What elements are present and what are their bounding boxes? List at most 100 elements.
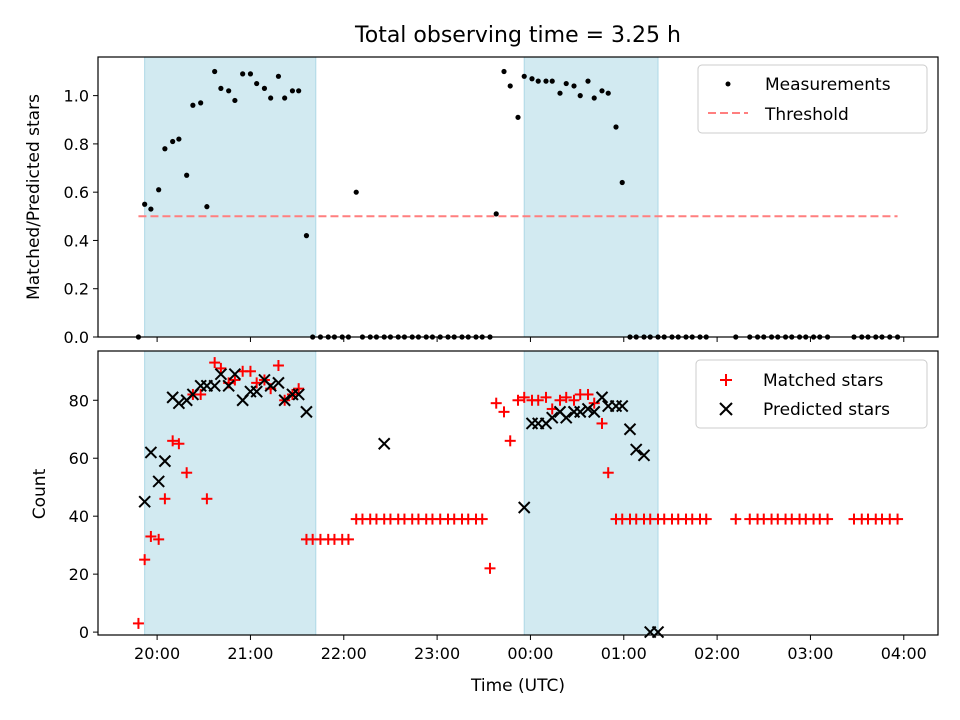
measurement-point xyxy=(535,78,541,84)
matched-star-point xyxy=(554,394,566,406)
measurement-point xyxy=(275,73,282,79)
y-tick-label: 80 xyxy=(69,391,89,410)
measurement-point xyxy=(571,83,577,89)
legend-marker-matched xyxy=(720,374,732,386)
legend-label-threshold: Threshold xyxy=(764,105,849,125)
measurement-point xyxy=(605,90,611,96)
predicted-star-point xyxy=(214,367,228,381)
predicted-star-point xyxy=(138,495,151,508)
bottom-legend-box xyxy=(695,359,928,429)
measurement-point xyxy=(142,201,148,207)
matched-star-point xyxy=(596,417,608,429)
predicted-star-point xyxy=(651,625,665,639)
bottom-legend: Matched stars Predicted stars xyxy=(695,359,928,429)
measurement-point xyxy=(591,95,597,101)
legend-marker-measurements xyxy=(725,81,731,87)
matched-star-point xyxy=(159,493,171,505)
predicted-star-point xyxy=(264,379,277,392)
measurement-point xyxy=(557,90,563,96)
bottom-y-axis-label: Count xyxy=(30,468,50,519)
predicted-star-point xyxy=(518,501,531,514)
shaded-interval xyxy=(523,56,659,338)
top-legend: Measurements Threshold xyxy=(697,64,928,134)
matched-star-point xyxy=(201,493,213,505)
predicted-star-point xyxy=(630,443,643,456)
top-x-axis xyxy=(156,337,905,342)
bottom-plot-frame xyxy=(97,350,939,636)
predicted-star-point xyxy=(581,402,595,416)
measurement-point xyxy=(507,83,513,89)
bottom-x-axis: 20:00 21:00 22:00 23:00 00:00 01:00 02:00 03:00… xyxy=(134,635,927,663)
matched-star-point xyxy=(293,383,305,395)
legend-label-predicted: Predicted stars xyxy=(763,400,890,420)
matched-star-point xyxy=(272,359,284,371)
measurement-point xyxy=(162,146,168,152)
matched-star-point xyxy=(730,513,742,525)
measurement-point xyxy=(613,124,619,130)
matched-star-point xyxy=(582,388,594,400)
measurement-point xyxy=(176,136,182,142)
predicted-star-point xyxy=(588,405,601,419)
measurement-point xyxy=(170,138,176,145)
matched-star-point xyxy=(342,533,354,545)
measurement-point xyxy=(529,76,535,82)
y-tick-label: 0.4 xyxy=(64,231,89,250)
matched-star-point xyxy=(588,397,600,409)
matched-star-point xyxy=(892,513,904,525)
predicted-star-point xyxy=(228,367,242,381)
predicted-star-point xyxy=(595,391,609,404)
top-y-axis-label: Matched/Predicted stars xyxy=(24,94,44,300)
measurement-point xyxy=(247,71,254,77)
x-tick-label: 20:00 xyxy=(134,644,180,663)
shaded-interval xyxy=(144,56,317,338)
y-tick-label: 0.2 xyxy=(64,280,89,299)
measurement-point xyxy=(184,172,190,178)
measurement-point xyxy=(254,80,260,87)
matched-star-point xyxy=(195,388,207,400)
matched-star-point xyxy=(498,406,510,418)
predicted-star-point xyxy=(637,449,651,462)
matched-star-point xyxy=(215,362,227,374)
matched-star-point xyxy=(153,533,165,545)
y-tick-label: 20 xyxy=(69,565,89,584)
predicted-star-point xyxy=(378,437,391,450)
matched-star-point xyxy=(484,562,496,574)
measurement-point xyxy=(289,88,296,94)
predicted-star-point xyxy=(623,423,637,436)
predicted-star-point xyxy=(560,411,573,424)
x-tick-label: 02:00 xyxy=(694,644,740,663)
matched-star-point xyxy=(602,467,614,479)
matched-star-point xyxy=(145,530,157,542)
top-plot-frame xyxy=(97,56,939,338)
matched-star-point xyxy=(560,391,572,403)
matched-star-point xyxy=(209,357,221,369)
measurement-point xyxy=(585,78,591,84)
predicted-star-point xyxy=(152,475,165,488)
matched-star-point xyxy=(181,467,193,479)
top-shaded-intervals xyxy=(144,56,659,338)
x-tick-label: 22:00 xyxy=(321,644,367,663)
measurement-point xyxy=(577,93,583,99)
predicted-star-point xyxy=(278,394,291,407)
y-tick-label: 40 xyxy=(69,507,89,526)
matched-star-point xyxy=(504,435,516,447)
predicted-star-point xyxy=(546,411,559,424)
matched-star-point xyxy=(490,397,502,409)
measurement-point xyxy=(619,179,625,186)
predicted-star-point xyxy=(172,396,186,410)
x-tick-label: 00:00 xyxy=(507,644,553,663)
predicted-star-point xyxy=(208,379,221,392)
measurement-point xyxy=(268,95,274,101)
y-tick-label: 0.8 xyxy=(64,135,89,154)
measurement-point xyxy=(240,71,246,77)
predicted-star-point xyxy=(158,454,172,468)
measurement-point xyxy=(204,204,210,210)
x-tick-label: 23:00 xyxy=(414,644,460,663)
legend-label-matched: Matched stars xyxy=(763,371,883,391)
measurement-point xyxy=(226,88,232,94)
matched-star-point xyxy=(822,513,834,525)
measurement-point xyxy=(218,85,224,91)
predicted-star-point xyxy=(144,446,158,459)
y-tick-label: 60 xyxy=(69,449,89,468)
